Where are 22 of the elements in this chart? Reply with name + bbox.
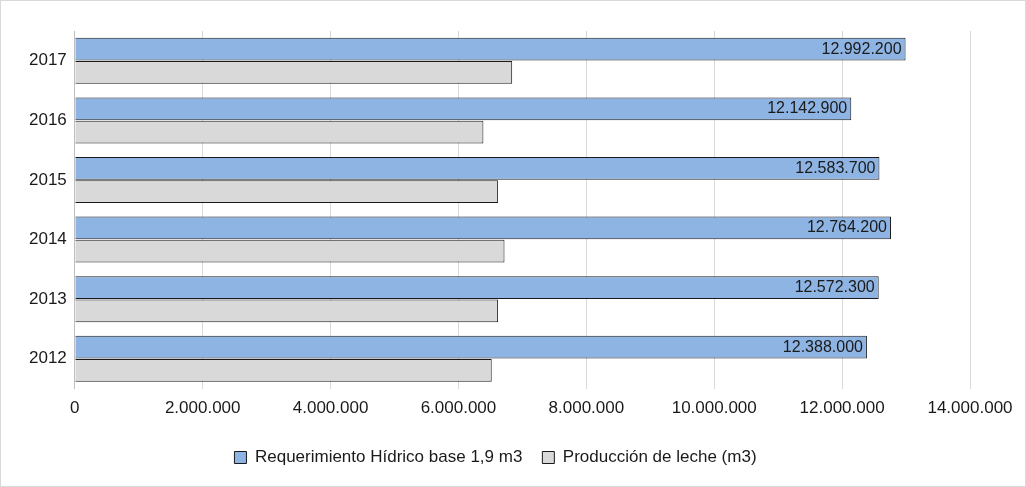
y-tick-label: 2017 bbox=[28, 50, 67, 70]
legend-label: Producción de leche (m3) bbox=[562, 447, 757, 467]
data-label: 12.764.200 bbox=[806, 218, 888, 236]
x-tick-label: 10.000.000 bbox=[671, 398, 757, 418]
data-label: 12.992.200 bbox=[821, 39, 902, 57]
data-label: 12.142.900 bbox=[767, 99, 848, 117]
x-tick-label: 12.000.000 bbox=[799, 398, 885, 418]
x-tick-label: 8.000.000 bbox=[548, 398, 625, 418]
y-tick-label: 2014 bbox=[28, 229, 67, 249]
x-tick-label: 0 bbox=[70, 398, 80, 418]
x-tick-label: 14.000.000 bbox=[927, 398, 1013, 418]
y-tick-label: 2013 bbox=[28, 288, 67, 308]
y-tick-label: 2012 bbox=[28, 348, 67, 368]
x-tick-label: 2.000.000 bbox=[164, 398, 241, 418]
x-tick-label: 4.000.000 bbox=[292, 398, 369, 418]
data-label: 12.583.700 bbox=[795, 158, 876, 176]
legend-label: Requerimiento Hídrico base 1,9 m3 bbox=[254, 447, 523, 467]
data-label: 12.388.000 bbox=[782, 337, 864, 355]
y-tick-label: 2015 bbox=[28, 169, 67, 189]
y-tick-label: 2016 bbox=[28, 110, 67, 130]
data-label: 12.572.300 bbox=[794, 277, 875, 295]
x-tick-label: 6.000.000 bbox=[420, 398, 497, 418]
